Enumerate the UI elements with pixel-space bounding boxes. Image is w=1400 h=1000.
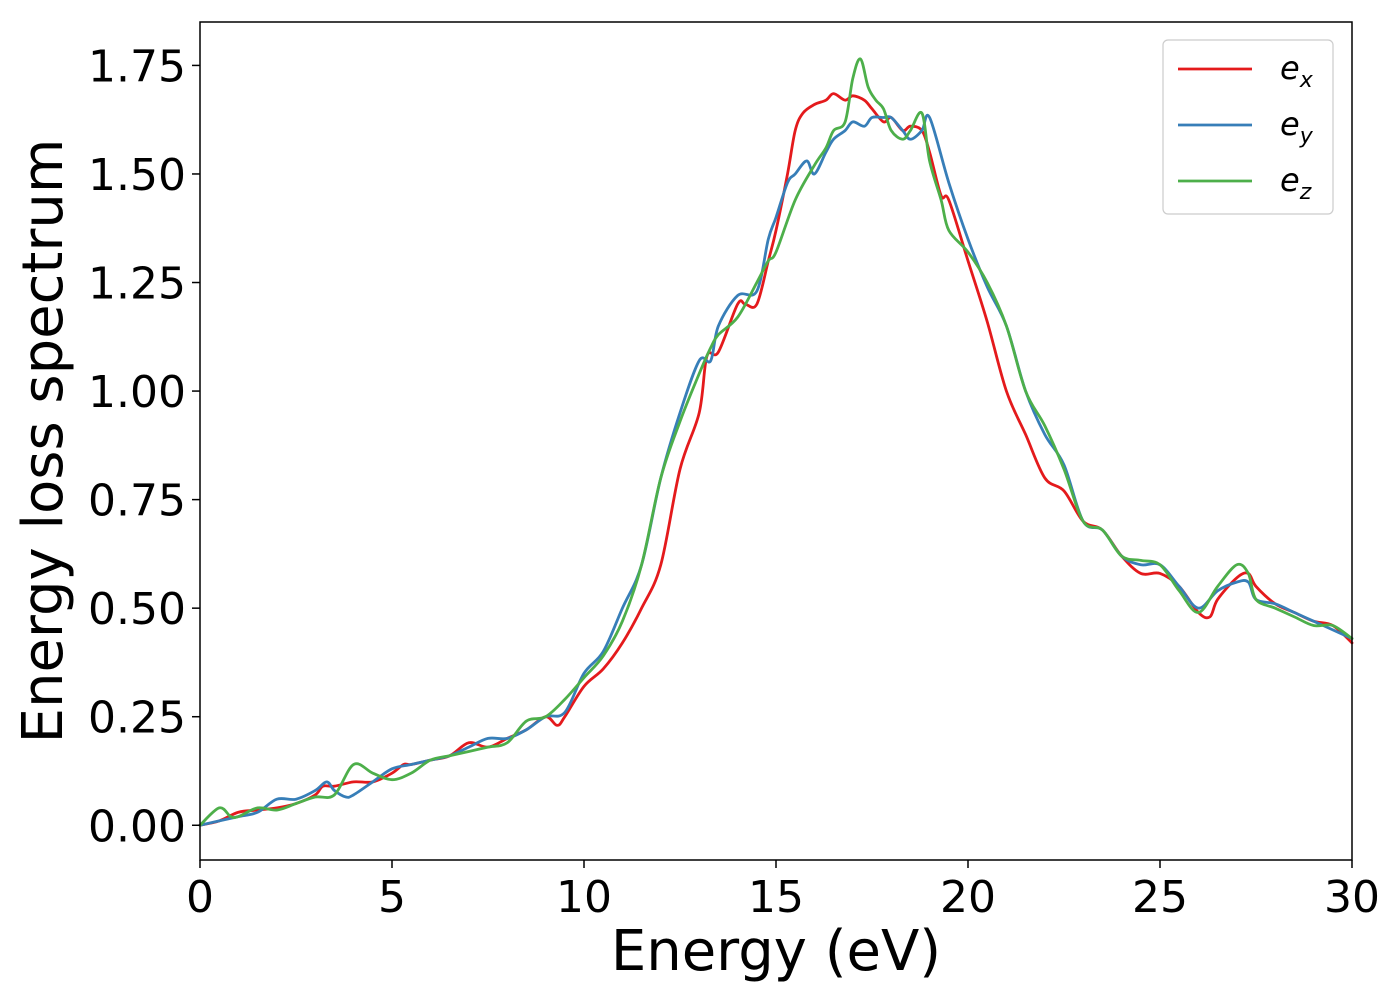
y-tick-label: 1.25	[88, 259, 186, 310]
series-line-y	[198, 113, 1354, 827]
series-line-z	[198, 57, 1354, 827]
legend-box	[1162, 39, 1334, 215]
y-tick-label: 0.50	[88, 584, 186, 635]
x-tick-label: 5	[378, 872, 406, 923]
x-tick-label: 10	[556, 872, 612, 923]
x-tick-label: 20	[940, 872, 996, 923]
y-axis-label: Energy loss spectrum	[11, 139, 76, 744]
x-tick-label: 30	[1324, 872, 1380, 923]
y-tick-label: 0.25	[88, 693, 186, 744]
y-tick-label: 1.50	[88, 150, 186, 201]
x-tick-label: 25	[1132, 872, 1188, 923]
x-axis-ticks: 0 5 10 15 20 25 30	[186, 860, 1380, 923]
plot-series	[198, 57, 1354, 827]
y-tick-label: 0.00	[88, 801, 186, 852]
y-tick-label: 1.75	[88, 41, 186, 92]
x-tick-label: 0	[186, 872, 214, 923]
y-axis-ticks: 0.00 0.25 0.50 0.75 1.00 1.25 1.50 1.75	[88, 41, 200, 852]
y-tick-label: 1.00	[88, 367, 186, 418]
y-tick-label: 0.75	[88, 476, 186, 527]
x-axis-label: Energy (eV)	[611, 919, 941, 984]
x-tick-label: 15	[748, 872, 804, 923]
